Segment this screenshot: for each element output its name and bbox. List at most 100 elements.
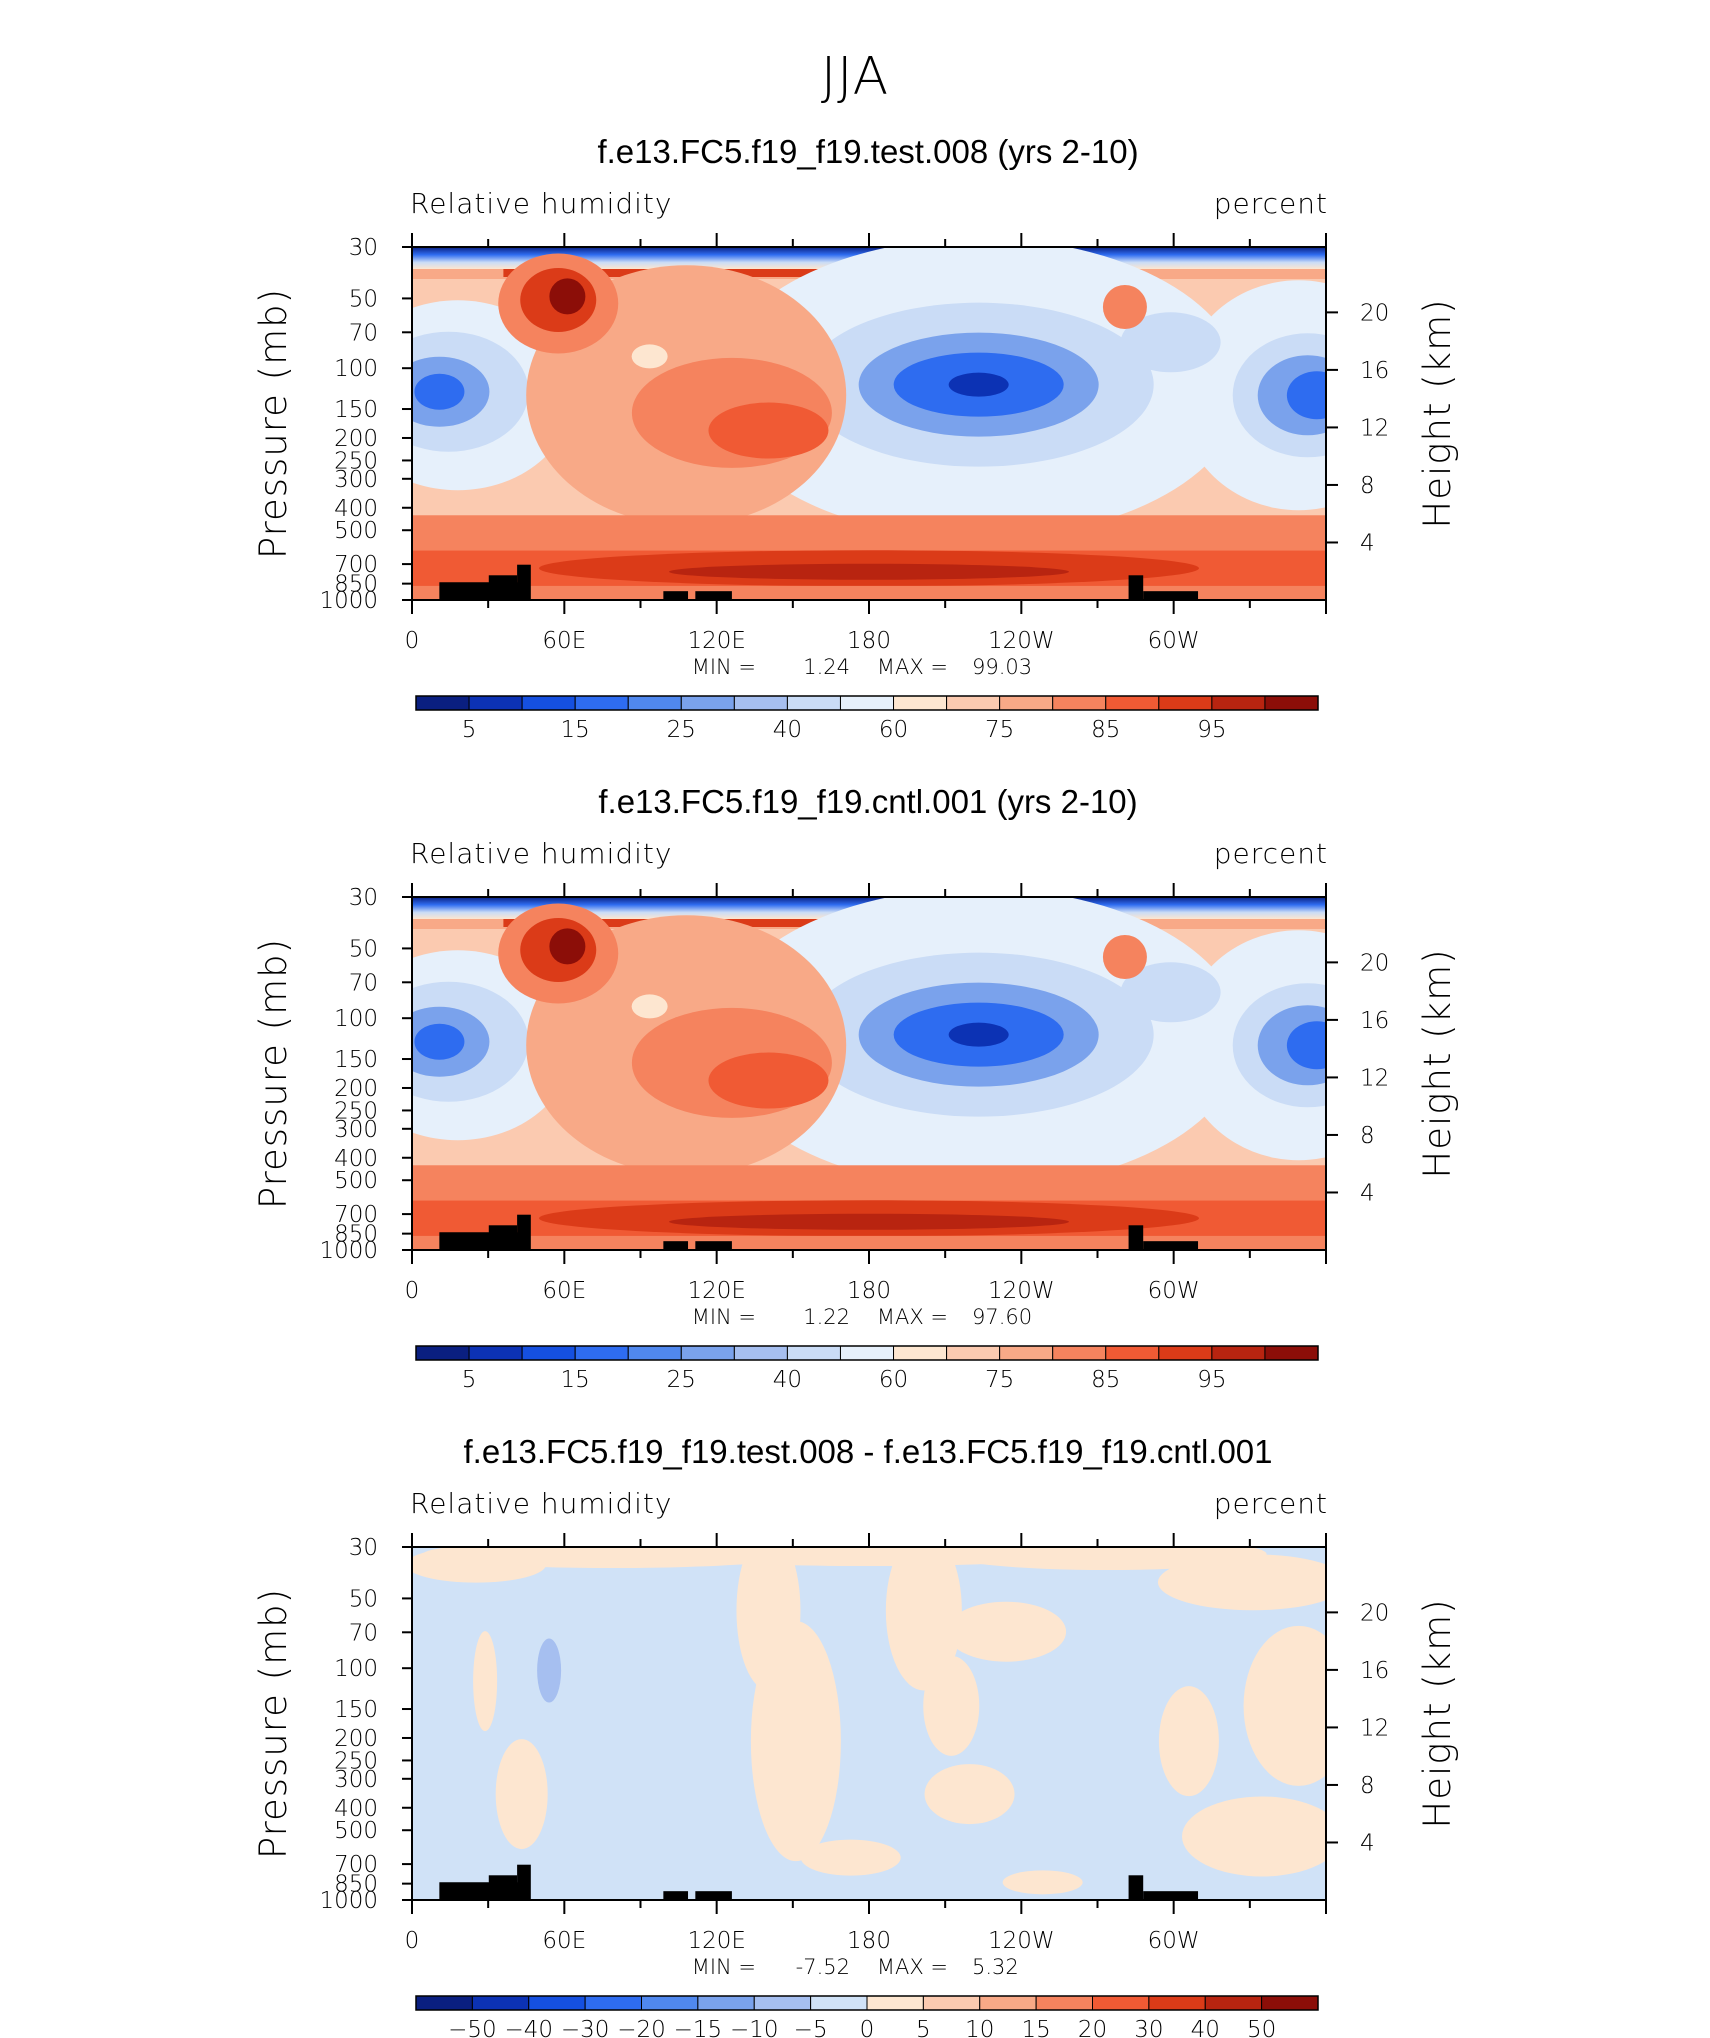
colorbar-box (810, 1995, 868, 2011)
moist-region (631, 994, 668, 1019)
x-tick-label: 0 (405, 1928, 420, 1954)
colorbar-box (1264, 695, 1319, 711)
y-tick-label: 100 (334, 1006, 378, 1032)
dry-region (948, 372, 1009, 397)
x-tick-label: 180 (847, 1278, 891, 1304)
colorbar-box (733, 1345, 788, 1361)
contour-field (412, 1547, 1326, 1900)
y2-tick-label: 20 (1360, 300, 1389, 326)
panels: f.e13.FC5.f19_f19.test.008 (yrs 2-10) Rel… (252, 133, 1459, 2038)
colorbar-label: −20 (617, 2017, 666, 2038)
y-tick-label: 150 (334, 1047, 378, 1073)
y2-tick-label: 16 (1360, 358, 1389, 384)
positive-patch (800, 1839, 901, 1876)
y-axis-title: Pressure (mb) (252, 938, 295, 1209)
colorbar-label: 85 (1091, 1367, 1120, 1393)
positive-patch (1157, 1554, 1326, 1611)
moist-region (549, 928, 586, 965)
colorbar-box (1158, 1345, 1213, 1361)
moist-region (708, 402, 829, 459)
terrain-block (1128, 1875, 1144, 1900)
terrain-block (1143, 1891, 1199, 1900)
colorbar-box (839, 695, 895, 711)
colorbar-label: 60 (879, 717, 908, 743)
colorbar-box (1092, 1995, 1150, 2011)
colorbar-box (999, 695, 1054, 711)
terrain-block (663, 1891, 689, 1900)
panel-title: f.e13.FC5.f19_f19.cntl.001 (yrs 2-10) (598, 783, 1137, 820)
y2-tick-label: 8 (1360, 473, 1375, 499)
positive-patch (1182, 1796, 1326, 1877)
panel-3: f.e13.FC5.f19_f19.test.008 - f.e13.FC5.f… (252, 1433, 1459, 2038)
colorbar-label: 5 (462, 1367, 477, 1393)
y-tick-label: 200 (334, 426, 378, 452)
y-tick-label: 300 (334, 1767, 378, 1793)
colorbar-label: 75 (985, 717, 1014, 743)
moist-region (1102, 935, 1147, 980)
colorbar-label: 85 (1091, 717, 1120, 743)
y-tick-label: 400 (334, 1146, 378, 1172)
terrain-block (1128, 575, 1144, 600)
panel-1: f.e13.FC5.f19_f19.test.008 (yrs 2-10) Rel… (252, 133, 1459, 743)
x-tick-label: 180 (847, 1928, 891, 1954)
units-label: percent (1214, 1487, 1328, 1520)
terrain-block (1128, 1225, 1144, 1250)
colorbar-label: 40 (1191, 2017, 1220, 2038)
colorbar-box (893, 1345, 948, 1361)
positive-patch (1243, 1625, 1326, 1786)
colorbar-label: 60 (879, 1367, 908, 1393)
y-tick-label: 850 (334, 1222, 378, 1248)
y-axis-right: 20 16 12 8 4 (1326, 1600, 1389, 1856)
contour-field (412, 247, 1326, 600)
y-axis-right: 20 16 12 8 4 (1326, 950, 1389, 1206)
x-tick-label: 120W (988, 1278, 1055, 1304)
colorbar-box (893, 695, 948, 711)
variable-label: Relative humidity (410, 837, 672, 870)
colorbar-box (528, 1995, 586, 2011)
colorbar-label: 10 (965, 2017, 994, 2038)
colorbar-label: 5 (462, 717, 477, 743)
y2-tick-label: 12 (1360, 415, 1389, 441)
colorbar-label: −50 (448, 2017, 497, 2038)
colorbar-box (979, 1995, 1037, 2011)
colorbar-box (680, 1345, 735, 1361)
positive-patch (885, 1547, 962, 1691)
colorbar-box (1261, 1995, 1319, 2011)
y-tick-label: 150 (334, 1697, 378, 1723)
colorbar-label: 95 (1197, 717, 1226, 743)
y-tick-label: 250 (334, 1098, 378, 1124)
y-tick-label: 700 (334, 1852, 378, 1878)
dry-region (1286, 1021, 1326, 1070)
dry-region (414, 1023, 465, 1060)
colorbar-box (1052, 695, 1107, 711)
colorbar-label: 40 (773, 717, 802, 743)
y-tick-label: 70 (349, 320, 378, 346)
x-tick-label: 180 (847, 628, 891, 654)
colorbar-label: 25 (667, 717, 696, 743)
positive-patch (495, 1739, 548, 1850)
positive-patch (1158, 1686, 1219, 1797)
x-axis: 0 60E 120E 180 120W 60W (405, 233, 1327, 654)
y-tick-label: 250 (334, 1748, 378, 1774)
x-axis: 0 60E 120E 180 120W 60W (405, 883, 1327, 1304)
dry-region (948, 1022, 1009, 1047)
colorbar-label: 40 (773, 1367, 802, 1393)
y-tick-label: 70 (349, 970, 378, 996)
colorbar-box (1158, 695, 1213, 711)
positive-patch (946, 1601, 1067, 1662)
panel-title: f.e13.FC5.f19_f19.test.008 - f.e13.FC5.f… (463, 1433, 1272, 1470)
max-value: 97.60 (972, 1305, 1032, 1329)
y-tick-label: 150 (334, 397, 378, 423)
colorbar-box (415, 1995, 473, 2011)
min-label: MIN = (692, 655, 756, 679)
min-value: 1.24 (803, 655, 850, 679)
colorbar-box (468, 1345, 523, 1361)
panel-title: f.e13.FC5.f19_f19.test.008 (yrs 2-10) (597, 133, 1138, 170)
units-label: percent (1214, 187, 1328, 220)
colorbar-label: −5 (794, 2017, 828, 2038)
positive-patch (473, 1631, 498, 1732)
colorbar-box (1105, 695, 1160, 711)
